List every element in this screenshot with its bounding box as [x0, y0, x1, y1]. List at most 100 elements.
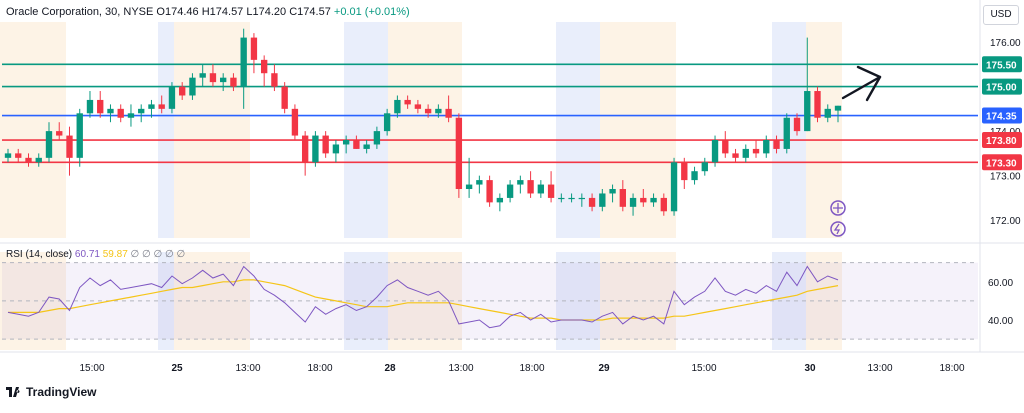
- time-tick-label: 25: [171, 363, 183, 374]
- event-icon-plus: [830, 200, 846, 216]
- candle-body: [752, 148, 760, 154]
- open-label: O: [156, 6, 165, 18]
- candle-body: [4, 153, 12, 158]
- tradingview-logo[interactable]: TradingView: [6, 385, 96, 399]
- candle-body: [117, 108, 124, 118]
- candle-body: [35, 157, 42, 163]
- candle-body: [15, 153, 22, 158]
- candle-body: [56, 131, 63, 136]
- candle-body: [711, 140, 719, 163]
- rsi-na-values: ∅ ∅ ∅ ∅ ∅: [130, 249, 186, 260]
- candle-body: [445, 108, 452, 118]
- candle-body: [394, 99, 401, 114]
- projection-arrow-head: [856, 65, 882, 102]
- candle-body: [742, 148, 749, 158]
- candle-body: [691, 171, 698, 181]
- candle-body: [640, 197, 647, 203]
- low-value: 174.20: [252, 6, 287, 18]
- candle-body: [588, 197, 596, 207]
- candle-body: [537, 184, 545, 194]
- level-tag-label: 174.35: [986, 112, 1017, 123]
- tradingview-logo-icon: [6, 387, 20, 397]
- rsi-tick-label: 40.00: [988, 316, 1013, 327]
- candle-body: [414, 104, 422, 109]
- candle-body: [168, 86, 176, 109]
- session-band-main: [158, 22, 174, 238]
- candle-body: [66, 135, 73, 158]
- candle-body: [250, 37, 258, 60]
- candle-body: [260, 59, 268, 74]
- level-tag-support: [982, 132, 1022, 149]
- currency-button[interactable]: USD: [983, 5, 1019, 25]
- candle-body: [558, 197, 565, 200]
- session-band-main: [806, 22, 842, 238]
- candle-body: [312, 135, 319, 163]
- time-tick-label: 13:00: [235, 363, 260, 374]
- time-tick-label: 28: [384, 363, 396, 374]
- candle-body: [281, 86, 288, 109]
- level-tag-label: 173.80: [986, 136, 1017, 147]
- candle-body: [486, 180, 493, 203]
- low-label: L: [246, 6, 253, 18]
- candle-body: [506, 184, 514, 198]
- level-tag-label: 175.00: [986, 83, 1017, 94]
- open-value: 174.46: [164, 6, 199, 18]
- candle-body: [322, 135, 329, 154]
- price-tick-label: 172.00: [990, 216, 1021, 227]
- candle-body: [824, 108, 831, 118]
- session-band-main: [174, 22, 250, 238]
- candle-body: [291, 108, 299, 136]
- price-tick-label: 176.00: [990, 38, 1021, 49]
- event-icon-bolt-glyph: [833, 223, 841, 235]
- candle-body: [353, 140, 360, 149]
- candle-body: [517, 180, 524, 185]
- candle-body: [138, 108, 145, 114]
- candle-body: [435, 108, 442, 114]
- candle-body: [97, 99, 104, 114]
- candle-body: [86, 99, 94, 114]
- time-tick-label: 18:00: [307, 363, 332, 374]
- close-value: 174.57: [297, 6, 331, 18]
- candle-body: [158, 104, 165, 109]
- high-value: 174.57: [209, 6, 244, 18]
- candle-body: [465, 184, 473, 190]
- rsi-line: [7, 265, 839, 329]
- rsi-legend[interactable]: RSI (14, close) 60.71 59.87 ∅ ∅ ∅ ∅ ∅: [6, 249, 185, 260]
- level-tag-label: 173.30: [986, 158, 1017, 169]
- candle-body: [496, 197, 504, 203]
- session-band-main: [388, 22, 462, 238]
- symbol-header: Oracle Corporation, 30, NYSE O174.46 H17…: [6, 6, 410, 18]
- candle-body: [76, 113, 83, 158]
- price-tick-label: 173.00: [990, 172, 1021, 183]
- candle-body: [209, 73, 217, 83]
- candle-body: [476, 180, 483, 185]
- time-tick-label: 15:00: [79, 363, 104, 374]
- rsi-ma-value: 59.87: [102, 249, 128, 260]
- candle-body: [763, 140, 770, 154]
- session-band-rsi: [388, 252, 462, 350]
- candle-body: [732, 153, 739, 158]
- candle-body: [404, 99, 411, 105]
- time-tick-label: 18:00: [519, 363, 544, 374]
- candle-body: [383, 113, 391, 132]
- symbol-title[interactable]: Oracle Corporation, 30, NYSE: [6, 6, 154, 18]
- rsi-name: RSI (14, close): [6, 249, 73, 260]
- time-tick-label: 29: [598, 363, 610, 374]
- candle-body: [332, 144, 340, 154]
- candle-body: [578, 197, 586, 200]
- candle-body: [45, 131, 53, 158]
- candle-body: [609, 189, 616, 194]
- brand-label: TradingView: [26, 385, 97, 399]
- candle-body: [773, 140, 780, 149]
- candle-body: [814, 91, 821, 118]
- candle-body: [547, 184, 555, 198]
- candle-body: [568, 197, 575, 200]
- candle-body: [650, 197, 657, 203]
- candle-body: [373, 131, 381, 145]
- candle-body: [148, 104, 155, 109]
- session-band-main: [0, 22, 66, 238]
- candle-body: [127, 113, 135, 118]
- rsi-ma-line: [8, 279, 839, 321]
- candle-body: [424, 108, 432, 114]
